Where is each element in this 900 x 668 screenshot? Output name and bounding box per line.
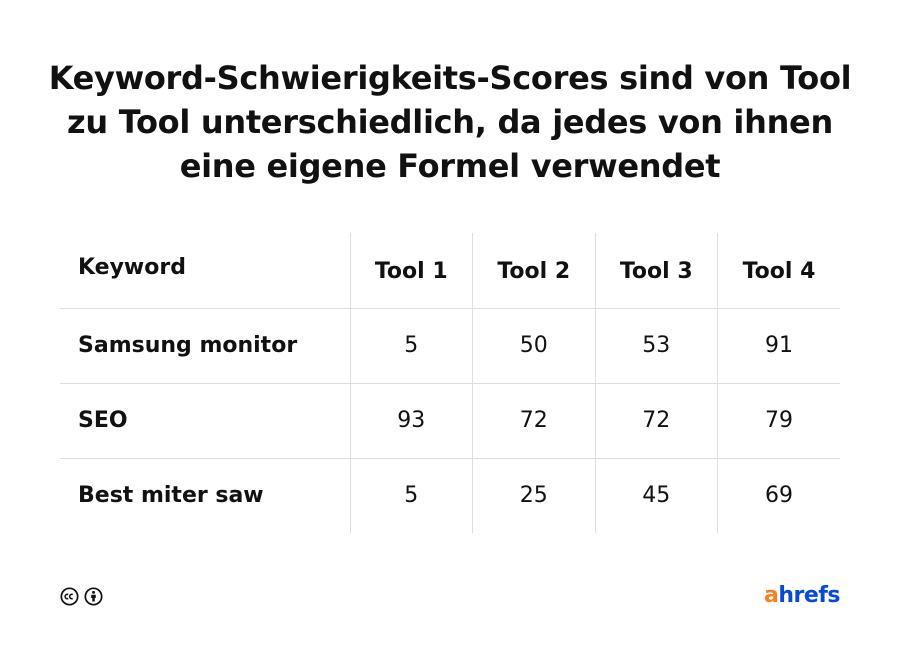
logo-wordmark-rest: hrefs [778,583,840,608]
table-row: Best miter saw 5 25 45 69 [60,458,840,533]
table-row: SEO 93 72 72 79 [60,383,840,459]
column-header-tool-1: Tool 1 [349,233,473,309]
score-cell: 5 [349,308,473,384]
score-cell: 72 [594,383,718,459]
chart-title: Keyword-Schwierigkeits-Scores sind von T… [48,59,852,185]
column-header-keyword: Keyword [60,233,350,309]
score-cell: 53 [594,308,718,384]
column-header-tool-2: Tool 2 [472,233,595,309]
column-header-tool-3: Tool 3 [594,233,718,309]
table-row: Samsung monitor 5 50 53 91 [60,308,840,384]
score-cell: 79 [717,383,840,459]
table-header-row: Keyword Tool 1 Tool 2 Tool 3 Tool 4 [60,233,840,309]
keyword-difficulty-table-container: Keyword Tool 1 Tool 2 Tool 3 Tool 4 Sams… [60,233,840,536]
creative-commons-icon [60,586,79,606]
ahrefs-logo: ahrefs [764,582,840,610]
score-cell: 5 [349,458,473,533]
row-keyword-cell: SEO [60,383,350,459]
license-icons [60,586,103,606]
row-keyword-cell: Samsung monitor [60,308,350,384]
attribution-person-icon [84,586,103,606]
row-keyword-cell: Best miter saw [78,483,264,509]
score-cell: 25 [472,458,595,533]
logo-letter-a: a [764,583,779,608]
column-header-tool-4: Tool 4 [717,233,840,309]
score-cell: 50 [472,308,595,384]
score-cell: 72 [472,383,595,459]
keyword-difficulty-table: Keyword Tool 1 Tool 2 Tool 3 Tool 4 Sams… [60,233,840,533]
score-cell: 91 [717,308,840,384]
score-cell: 93 [349,383,473,459]
score-cell: 69 [717,458,840,533]
score-cell: 45 [594,458,718,533]
